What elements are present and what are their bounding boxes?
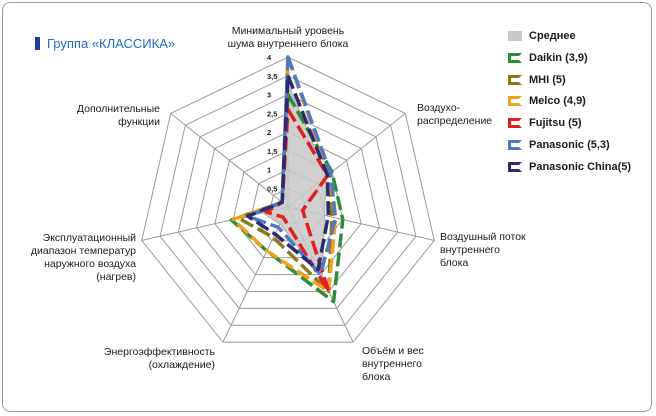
- axis-label-line: (нагрев): [96, 271, 136, 283]
- legend-item: Panasonic (5,3): [508, 137, 631, 153]
- legend-swatch: [508, 161, 522, 172]
- axis-spoke: [222, 206, 289, 343]
- legend-item: Daikin (3,9): [508, 50, 631, 66]
- axis-label: Минимальный уровень шума внутреннего блок…: [228, 25, 349, 50]
- legend-swatch: [508, 52, 522, 63]
- group-title: Группа «КЛАССИКА»: [35, 36, 175, 51]
- legend-label: Melco (4,9): [529, 95, 586, 108]
- axis-label: Воздушный поток внутреннего блока: [440, 231, 526, 269]
- tick-label: 0,5: [267, 184, 277, 193]
- legend-label: Среднее: [529, 30, 576, 42]
- legend-item: MHI (5): [508, 72, 631, 88]
- axis-label-line: внутреннего: [440, 244, 500, 256]
- grid-ring: [159, 75, 417, 326]
- axis-label-line: блока: [440, 257, 468, 269]
- title-marker: [35, 37, 40, 50]
- legend-label: MHI (5): [529, 73, 566, 86]
- tick-label: 3,5: [267, 72, 277, 81]
- axis-label-line: функции: [118, 116, 160, 128]
- axis-label-line: распределение: [417, 115, 492, 127]
- axis-label-line: Объём и вес: [362, 345, 424, 357]
- axis-label-line: Энергоэффективность: [104, 346, 216, 358]
- series-line-5: [246, 55, 338, 277]
- axis-label: Объём и вес внутреннего блока: [362, 345, 424, 383]
- legend-label: Fujitsu (5): [529, 117, 582, 130]
- axis-label-line: Воздухо-: [417, 102, 461, 114]
- axis-label: Эксплуатационный диапазон температур наруж…: [31, 232, 136, 283]
- axis-label-line: (охлаждение): [149, 359, 215, 371]
- axis-label-line: Дополнительные: [77, 103, 160, 115]
- tick-label: 2,5: [267, 109, 277, 118]
- group-title-text: Группа «КЛАССИКА»: [47, 36, 176, 51]
- legend-swatch: [508, 118, 522, 129]
- series-line-6: [246, 74, 330, 272]
- grid-ring: [141, 56, 435, 343]
- legend-swatch: [508, 139, 522, 150]
- axis-label: Воздухо-распределение: [417, 102, 492, 127]
- axis-label-line: диапазон температур: [31, 245, 136, 257]
- grid-ring: [196, 112, 380, 292]
- axis-spoke: [170, 113, 289, 208]
- axis-label-line: Воздушный поток: [440, 231, 526, 243]
- legend-swatch: [508, 74, 522, 85]
- tick-label: 1: [267, 166, 271, 175]
- axis-label-line: наружного воздуха: [44, 258, 136, 270]
- legend-label: Daikin (3,9): [529, 51, 588, 64]
- grid-ring: [177, 93, 399, 309]
- legend-swatch: [508, 31, 522, 41]
- legend-label: Panasonic China(5): [529, 160, 632, 173]
- legend-swatch: [508, 96, 522, 107]
- legend-item: Среднее: [508, 28, 631, 44]
- axis-label-line: Минимальный уровень: [232, 25, 345, 37]
- axis-label-line: шума внутреннего блока: [228, 38, 349, 50]
- axis-label-line: Эксплуатационный: [43, 232, 136, 244]
- tick-label: 4: [267, 53, 272, 62]
- tick-label: 2: [267, 128, 271, 137]
- legend-item: Panasonic China(5): [508, 159, 631, 175]
- legend: Среднее Daikin (3,9) MHI (5) Melco (4,9) Fuj…: [508, 28, 631, 181]
- legend-label: Panasonic (5,3): [529, 138, 610, 151]
- tick-label: 1,5: [267, 147, 277, 156]
- legend-item: Melco (4,9): [508, 93, 631, 109]
- legend-item: Fujitsu (5): [508, 115, 631, 131]
- axis-label: Энергоэффективность (охлаждение): [104, 346, 216, 371]
- axis-label-line: внутреннего: [362, 358, 422, 370]
- axis-label-line: блока: [362, 371, 390, 383]
- grid-ring: [214, 131, 362, 276]
- tick-label: 3: [267, 91, 271, 100]
- series-line-1: [229, 92, 345, 304]
- axis-label: Дополнительные функции: [77, 103, 160, 128]
